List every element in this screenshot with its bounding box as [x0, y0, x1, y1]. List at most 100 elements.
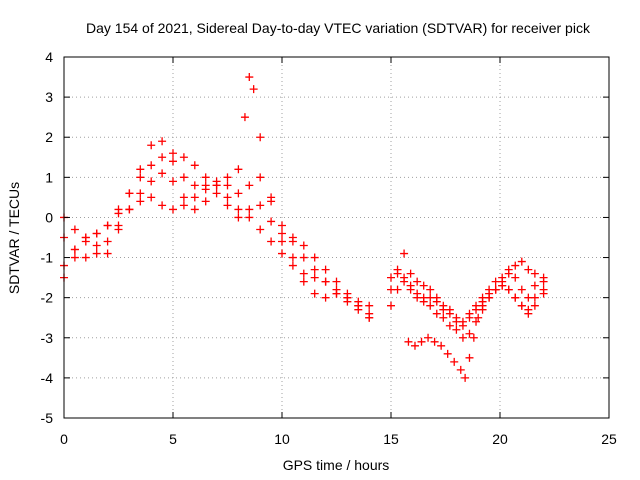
- x-tick-label: 20: [492, 431, 508, 447]
- data-point: [223, 181, 232, 190]
- data-point: [288, 233, 297, 242]
- data-point: [474, 313, 483, 322]
- data-point: [530, 301, 539, 310]
- data-point: [201, 181, 210, 190]
- data-point: [103, 237, 112, 246]
- y-tick-label: -1: [41, 250, 54, 266]
- data-point: [332, 277, 341, 286]
- x-tick-label: 25: [601, 431, 617, 447]
- series-track-8: [387, 269, 548, 342]
- data-point: [92, 241, 101, 250]
- data-point: [424, 333, 433, 342]
- data-point: [410, 341, 419, 350]
- data-point: [179, 153, 188, 162]
- data-point: [136, 189, 145, 198]
- data-point: [343, 289, 352, 298]
- data-point: [511, 261, 520, 270]
- data-point: [430, 337, 439, 346]
- y-tick-label: 0: [45, 209, 53, 225]
- data-point: [212, 177, 221, 186]
- data-point: [114, 225, 123, 234]
- data-point: [400, 273, 409, 282]
- data-point: [70, 225, 79, 234]
- data-point: [169, 149, 177, 158]
- data-point: [299, 269, 308, 278]
- series-track-4: [60, 169, 374, 322]
- data-point: [432, 297, 441, 306]
- data-point: [332, 289, 341, 298]
- y-tick-label: -5: [41, 410, 54, 426]
- data-point: [81, 233, 90, 242]
- data-point: [125, 189, 134, 198]
- data-point: [465, 353, 474, 362]
- data-point: [256, 133, 265, 142]
- data-point: [92, 229, 101, 238]
- plot-frame: [63, 56, 610, 419]
- data-point: [147, 141, 156, 150]
- data-point: [478, 305, 487, 314]
- data-point: [125, 205, 134, 214]
- y-tick-label: -4: [41, 370, 54, 386]
- data-point: [267, 217, 276, 226]
- data-point: [426, 301, 435, 310]
- data-point: [158, 153, 167, 162]
- data-point: [524, 305, 533, 314]
- data-point: [234, 205, 243, 214]
- data-point: [223, 201, 232, 210]
- data-point: [461, 373, 470, 382]
- data-point: [223, 193, 232, 202]
- data-point: [267, 237, 276, 246]
- data-point: [310, 289, 319, 298]
- data-point: [445, 309, 454, 318]
- data-point: [299, 277, 308, 286]
- tick-labels: 0 5 10 15 20 25 -5 -4 -3 -2 -1 0 1 2 3 4: [41, 49, 617, 447]
- data-point: [136, 197, 145, 206]
- y-tick-label: -2: [41, 290, 54, 306]
- data-point: [278, 229, 286, 238]
- grid-lines: [64, 57, 609, 418]
- data-point: [452, 317, 461, 326]
- data-point: [406, 281, 415, 290]
- series-track-3: [60, 173, 374, 310]
- data-point: [190, 161, 199, 170]
- x-tick-label: 5: [169, 431, 177, 447]
- data-point: [299, 241, 308, 250]
- data-point: [92, 249, 101, 258]
- data-point: [400, 249, 409, 258]
- data-point: [223, 173, 232, 182]
- data-point: [158, 201, 167, 210]
- data-point: [504, 269, 513, 278]
- data-point: [404, 337, 413, 346]
- data-point: [452, 325, 461, 334]
- data-point: [469, 333, 478, 342]
- data-point: [439, 305, 448, 314]
- data-point: [114, 209, 123, 218]
- data-point: [511, 293, 520, 302]
- data-point: [103, 221, 112, 230]
- data-point: [179, 173, 188, 182]
- data-point: [158, 169, 167, 178]
- data-point: [234, 165, 243, 174]
- data-point: [472, 317, 481, 326]
- data-point: [511, 273, 520, 282]
- data-point: [437, 341, 446, 350]
- data-point: [190, 205, 199, 214]
- x-tick-label: 10: [274, 431, 290, 447]
- data-point: [169, 205, 177, 214]
- series-track-7: [404, 281, 548, 382]
- data-point: [417, 337, 426, 346]
- data-point: [530, 281, 539, 290]
- data-point: [234, 189, 243, 198]
- data-point: [249, 85, 258, 94]
- chart-title: Day 154 of 2021, Sidereal Day-to-day VTE…: [86, 20, 591, 36]
- data-point: [256, 201, 265, 210]
- data-point: [70, 253, 79, 262]
- data-point: [278, 237, 286, 246]
- data-point: [393, 269, 402, 278]
- y-tick-label: 3: [45, 89, 53, 105]
- x-tick-label: 0: [60, 431, 68, 447]
- data-point: [365, 313, 374, 322]
- data-point: [158, 137, 167, 146]
- data-point: [458, 333, 467, 342]
